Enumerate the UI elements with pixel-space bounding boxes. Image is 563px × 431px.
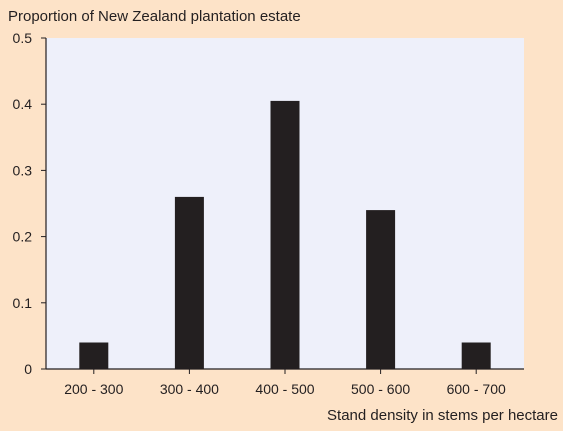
x-tick-label: 200 - 300 [64, 381, 123, 397]
bar-500-600 [366, 210, 396, 369]
y-tick-label: 0.4 [13, 96, 33, 112]
y-tick-label: 0.2 [13, 229, 33, 245]
bars-layer [79, 100, 491, 370]
x-tick-label: 500 - 600 [351, 381, 410, 397]
y-ticks-layer: 0 0.1 0.2 0.3 0.4 0.5 [13, 30, 46, 377]
x-tick-label: 300 - 400 [160, 381, 219, 397]
y-tick-label: 0.5 [13, 30, 33, 46]
bar-300-400 [174, 196, 204, 369]
x-ticks-layer: 200 - 300 300 - 400 400 - 500 500 - 600 600 … [64, 369, 506, 397]
x-tick-label: 400 - 500 [255, 381, 314, 397]
y-axis-title: Proportion of New Zealand plantation est… [8, 8, 301, 25]
y-tick-label: 0.3 [13, 162, 33, 178]
x-tick-label: 600 - 700 [447, 381, 506, 397]
bar-400-500 [270, 100, 300, 370]
y-tick-label: 0.1 [13, 295, 33, 311]
bar-600-700 [461, 342, 491, 369]
bar-200-300 [79, 342, 109, 369]
x-axis-title: Stand density in stems per hectare [327, 407, 558, 424]
y-tick-label: 0 [24, 361, 32, 377]
